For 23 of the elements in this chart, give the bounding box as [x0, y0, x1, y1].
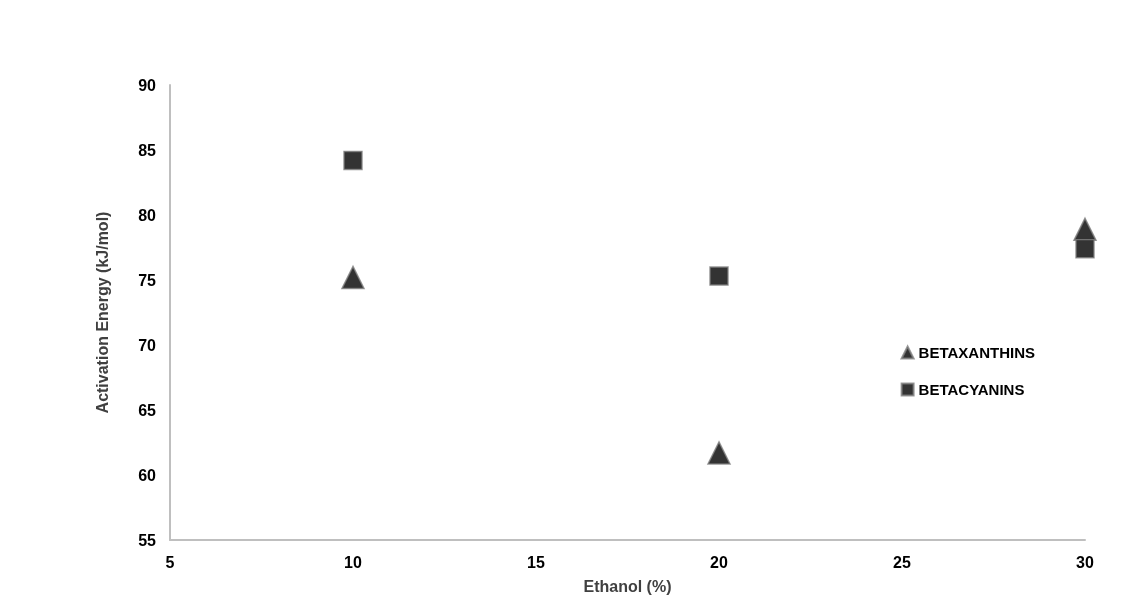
legend-label: BETACYANINS [918, 381, 1025, 398]
x-tick-label: 10 [344, 553, 362, 571]
x-tick-label: 15 [527, 553, 545, 571]
y-tick-label: 85 [138, 141, 157, 159]
y-tick-label: 60 [138, 466, 157, 484]
x-tick-label: 30 [1076, 553, 1094, 571]
point [341, 265, 365, 290]
x-axis-title: Ethanol (%) [583, 577, 672, 595]
point [1075, 239, 1095, 259]
point [707, 441, 731, 465]
x-tick-label: 25 [893, 553, 911, 571]
y-tick-label: 65 [138, 401, 157, 419]
legend-label: BETAXANTHINS [918, 344, 1035, 361]
y-axis-title: Activation Energy (kJ/mol) [93, 211, 111, 414]
y-tick-label: 70 [138, 336, 157, 354]
y-tick-label: 55 [138, 531, 157, 549]
y-tick-label: 75 [138, 271, 157, 289]
point [343, 150, 363, 171]
y-tick-label: 80 [138, 206, 157, 224]
point [709, 266, 729, 286]
x-tick-label: 20 [710, 553, 728, 571]
x-tick-label: 5 [165, 553, 175, 571]
y-tick-label: 90 [138, 76, 157, 94]
